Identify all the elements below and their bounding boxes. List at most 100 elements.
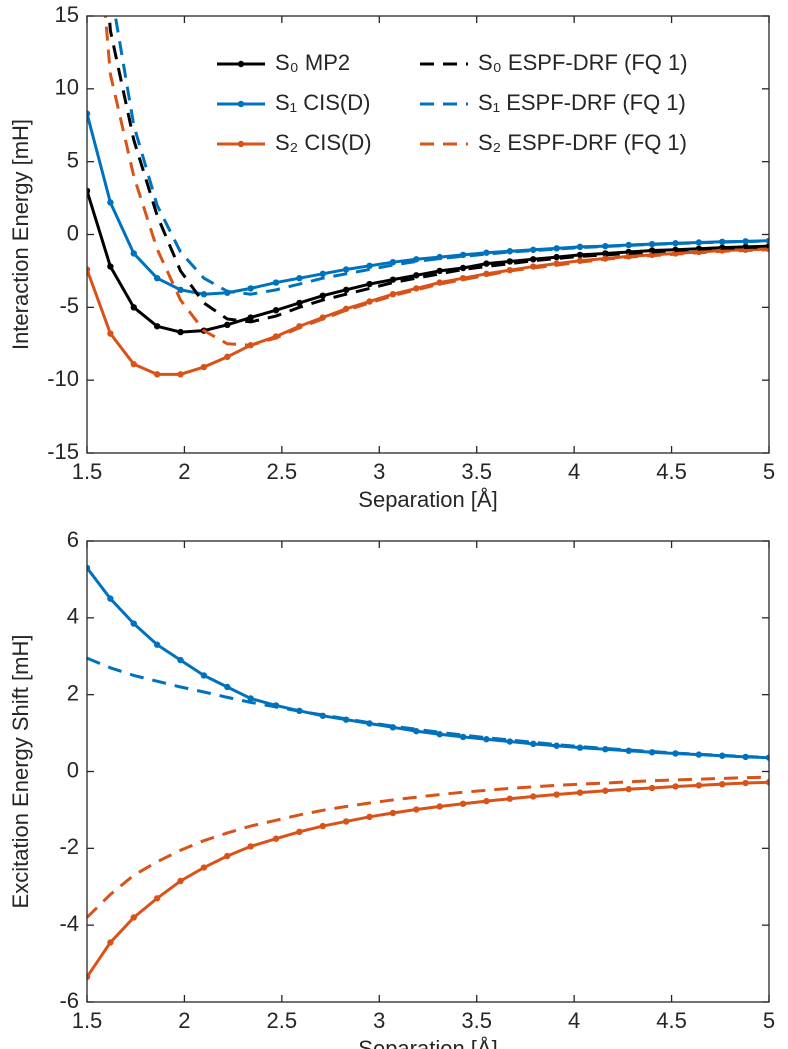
series-line bbox=[103, 16, 769, 347]
x-tick-label: 3.5 bbox=[461, 459, 492, 484]
y-axis-label: Excitation Energy Shift [mH] bbox=[8, 635, 33, 909]
x-tick-label: 1.5 bbox=[72, 1008, 103, 1033]
y-tick-label: 10 bbox=[55, 75, 79, 100]
y-tick-label: 15 bbox=[55, 2, 79, 27]
marker bbox=[247, 695, 254, 702]
legend: S₀ MP2 S₁ CIS(D) S₂ CIS(D) S₀ ESPF-DRF (FQ … bbox=[217, 50, 688, 155]
marker bbox=[648, 784, 656, 792]
marker bbox=[107, 263, 114, 270]
marker bbox=[319, 822, 326, 830]
marker bbox=[719, 780, 726, 788]
marker bbox=[530, 740, 537, 748]
marker bbox=[553, 742, 560, 749]
marker bbox=[459, 275, 467, 282]
x-tick-label: 3 bbox=[373, 459, 385, 484]
marker bbox=[130, 250, 137, 257]
x-axis-label: Separation [Å] bbox=[358, 487, 497, 512]
marker bbox=[107, 199, 114, 206]
marker bbox=[272, 279, 280, 286]
marker bbox=[366, 262, 373, 270]
marker bbox=[342, 818, 350, 825]
series-line bbox=[87, 656, 769, 759]
marker bbox=[625, 241, 632, 249]
marker bbox=[342, 286, 350, 294]
marker bbox=[366, 813, 373, 821]
marker bbox=[483, 249, 490, 256]
axes-background bbox=[87, 541, 769, 1002]
marker bbox=[272, 307, 280, 314]
marker bbox=[553, 253, 560, 261]
marker bbox=[602, 787, 609, 794]
marker bbox=[130, 360, 137, 368]
marker bbox=[389, 276, 397, 283]
marker bbox=[200, 291, 208, 298]
marker bbox=[130, 620, 137, 627]
marker bbox=[436, 803, 443, 810]
y-tick-label: -6 bbox=[59, 988, 79, 1013]
marker bbox=[413, 727, 420, 735]
marker bbox=[413, 806, 420, 813]
marker bbox=[177, 328, 184, 336]
marker bbox=[436, 731, 443, 738]
marker bbox=[413, 272, 420, 279]
x-tick-label: 2 bbox=[178, 459, 190, 484]
marker bbox=[366, 298, 373, 305]
y-tick-label: -10 bbox=[47, 366, 79, 391]
marker bbox=[483, 736, 490, 743]
legend-label: S₀ MP2 bbox=[275, 50, 350, 75]
legend-label: S₀ ESPF-DRF (FQ 1) bbox=[478, 50, 688, 75]
marker bbox=[389, 809, 397, 817]
marker bbox=[483, 260, 490, 267]
marker bbox=[436, 267, 443, 275]
axes-background bbox=[87, 16, 769, 453]
y-axis-label: Interaction Energy [mH] bbox=[8, 119, 33, 350]
legend-marker bbox=[237, 140, 245, 148]
legend-marker bbox=[237, 100, 245, 108]
x-tick-label: 5 bbox=[763, 1008, 775, 1033]
marker bbox=[459, 251, 467, 259]
marker bbox=[107, 595, 114, 602]
legend-label: S₂ ESPF-DRF (FQ 1) bbox=[478, 130, 687, 155]
marker bbox=[459, 733, 467, 741]
x-tick-label: 4 bbox=[568, 1008, 580, 1033]
x-tick-label: 5 bbox=[763, 459, 775, 484]
marker bbox=[483, 797, 490, 805]
marker bbox=[296, 275, 303, 282]
y-tick-label: 0 bbox=[67, 220, 79, 245]
marker bbox=[765, 237, 769, 244]
plot: 1.5 2 2.5 3 3.5 4 4.5 5 -6 -4 -2 0 2 4 6 Separation [Å]… bbox=[8, 527, 775, 1049]
marker bbox=[153, 895, 161, 902]
marker bbox=[506, 738, 514, 745]
marker bbox=[602, 242, 609, 250]
marker bbox=[695, 782, 703, 789]
series-line bbox=[107, 16, 769, 324]
y-tick-label: -4 bbox=[59, 911, 79, 936]
x-tick-label: 2 bbox=[178, 1008, 190, 1033]
marker bbox=[530, 246, 537, 253]
marker bbox=[107, 330, 114, 337]
marker bbox=[576, 243, 584, 251]
marker bbox=[153, 323, 161, 330]
y-tick-label: 6 bbox=[67, 527, 79, 552]
marker bbox=[672, 783, 679, 790]
marker bbox=[413, 285, 420, 292]
marker bbox=[87, 564, 91, 572]
x-tick-label: 1.5 bbox=[72, 459, 103, 484]
marker bbox=[553, 245, 560, 252]
marker bbox=[765, 779, 769, 786]
marker bbox=[296, 299, 303, 307]
marker bbox=[177, 656, 184, 664]
marker bbox=[224, 683, 231, 691]
legend-label: S₂ CIS(D) bbox=[275, 130, 372, 155]
marker bbox=[130, 304, 137, 311]
marker bbox=[224, 353, 231, 361]
x-axis-label: Separation [Å] bbox=[358, 1036, 497, 1049]
legend-label: S₁ ESPF-DRF (FQ 1) bbox=[478, 90, 686, 115]
marker bbox=[153, 275, 161, 282]
marker bbox=[742, 779, 749, 787]
marker bbox=[130, 914, 137, 921]
marker bbox=[459, 264, 467, 272]
y-tick-label: 4 bbox=[67, 604, 79, 629]
marker bbox=[200, 864, 208, 871]
marker bbox=[553, 791, 560, 798]
